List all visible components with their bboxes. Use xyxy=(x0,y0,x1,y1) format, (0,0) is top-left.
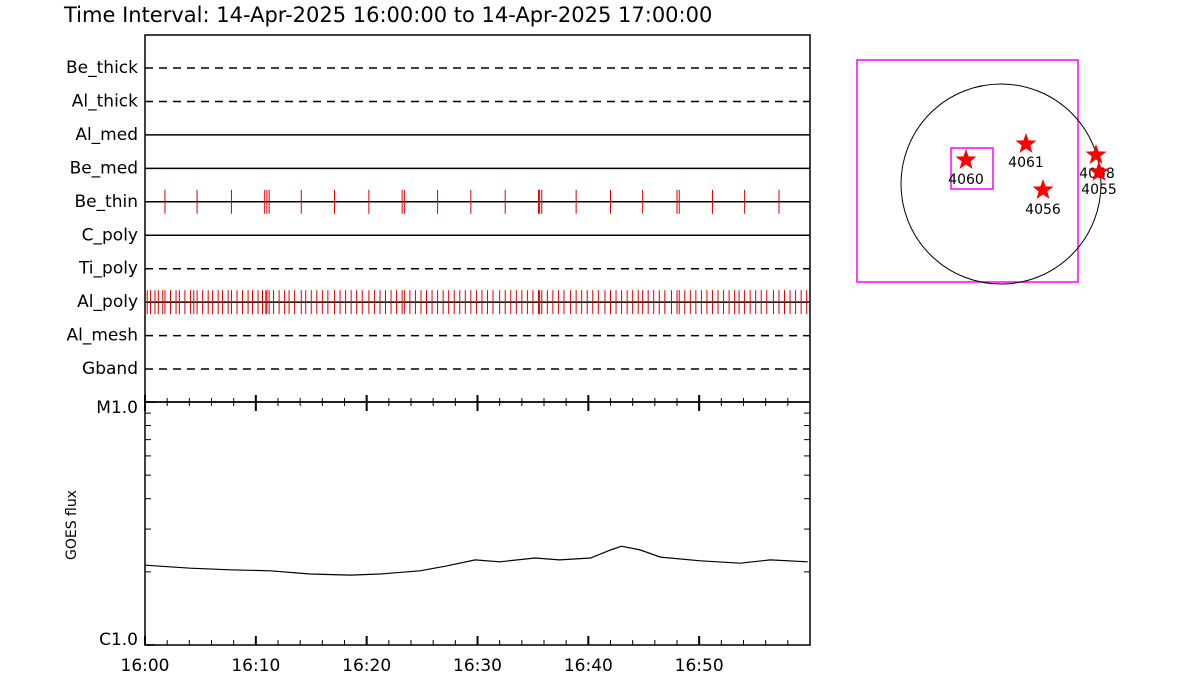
region-label: 4061 xyxy=(1008,155,1044,171)
region-star xyxy=(1085,144,1107,164)
row-label: Gband xyxy=(82,359,138,379)
y-tick-label: M1.0 xyxy=(96,398,138,418)
chart-title: Time Interval: 14-Apr-2025 16:00:00 to 1… xyxy=(63,3,712,27)
region-label: 4056 xyxy=(1025,202,1061,218)
region-star xyxy=(1032,179,1054,199)
y-tick-label: C1.0 xyxy=(99,630,138,650)
x-tick-label: 16:20 xyxy=(342,656,391,676)
x-tick-label: 16:40 xyxy=(564,656,613,676)
row-label: Al_thick xyxy=(72,91,138,111)
region-star xyxy=(955,149,977,169)
solar-limb xyxy=(900,83,1102,285)
row-label: Be_thick xyxy=(66,58,138,78)
region-star xyxy=(1015,133,1037,153)
goes-curve xyxy=(144,545,808,576)
row-label: Ti_poly xyxy=(78,259,138,279)
y-axis-label: GOES flux xyxy=(64,490,80,560)
x-tick-label: 16:00 xyxy=(121,656,170,676)
x-tick-label: 16:30 xyxy=(453,656,502,676)
x-tick-label: 16:10 xyxy=(231,656,280,676)
row-label: Be_thin xyxy=(74,192,138,212)
row-label: Al_poly xyxy=(77,292,138,312)
region-label: 4055 xyxy=(1081,182,1117,198)
fov-box-small xyxy=(950,147,994,190)
fov-box xyxy=(856,59,1079,283)
row-label: Be_med xyxy=(70,158,138,178)
row-label: Al_mesh xyxy=(66,326,138,346)
x-tick-label: 16:50 xyxy=(675,656,724,676)
region-label: 4060 xyxy=(948,172,984,188)
timeline-frame xyxy=(144,34,811,403)
region-star xyxy=(1088,161,1110,181)
row-label: C_poly xyxy=(82,225,138,245)
goes-frame xyxy=(144,401,811,646)
row-label: Al_med xyxy=(75,125,138,145)
